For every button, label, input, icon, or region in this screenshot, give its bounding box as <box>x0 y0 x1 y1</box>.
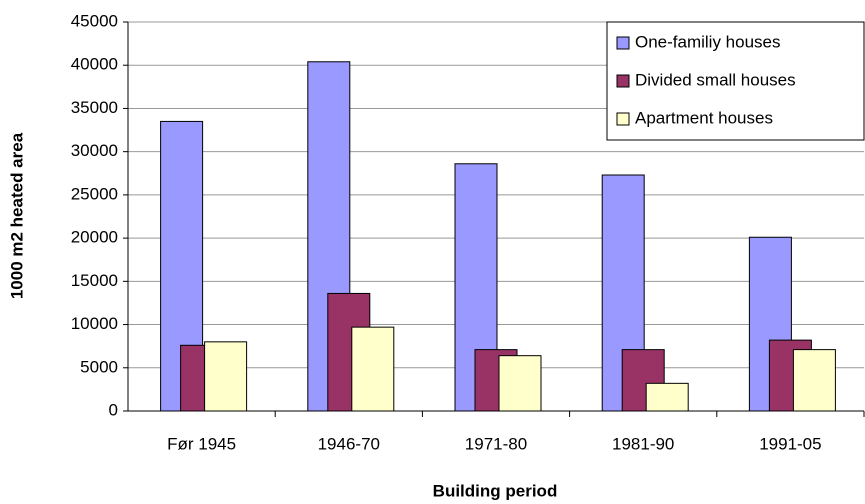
legend-label: One-familiy houses <box>635 32 781 51</box>
legend-swatch <box>616 36 630 50</box>
bar <box>351 326 395 412</box>
y-tick-label: 20000 <box>71 228 118 247</box>
y-tick-label: 25000 <box>71 184 118 203</box>
y-tick-label: 45000 <box>71 11 118 30</box>
legend-label: Apartment houses <box>635 108 773 127</box>
legend-swatch <box>616 74 630 88</box>
y-tick-label: 0 <box>109 400 118 419</box>
x-tick-label: 1946-70 <box>318 434 380 453</box>
bar <box>645 382 689 412</box>
x-tick-label: Før 1945 <box>167 434 236 453</box>
legend-label: Divided small houses <box>635 70 796 89</box>
x-tick-label: 1971-80 <box>465 434 527 453</box>
bar <box>498 355 542 412</box>
y-tick-label: 35000 <box>71 98 118 117</box>
bar <box>792 349 836 412</box>
legend-swatch <box>616 112 630 126</box>
y-tick-label: 30000 <box>71 141 118 160</box>
x-tick-label: 1981-90 <box>612 434 674 453</box>
y-tick-label: 10000 <box>71 314 118 333</box>
x-tick-label: 1991-05 <box>759 434 821 453</box>
bar <box>204 341 248 412</box>
y-tick-label: 40000 <box>71 55 118 74</box>
y-tick-label: 5000 <box>80 357 118 376</box>
legend-box <box>606 21 865 141</box>
y-axis-title: 1000 m2 heated area <box>7 132 26 299</box>
y-tick-label: 15000 <box>71 271 118 290</box>
x-axis-title: Building period <box>433 481 558 500</box>
